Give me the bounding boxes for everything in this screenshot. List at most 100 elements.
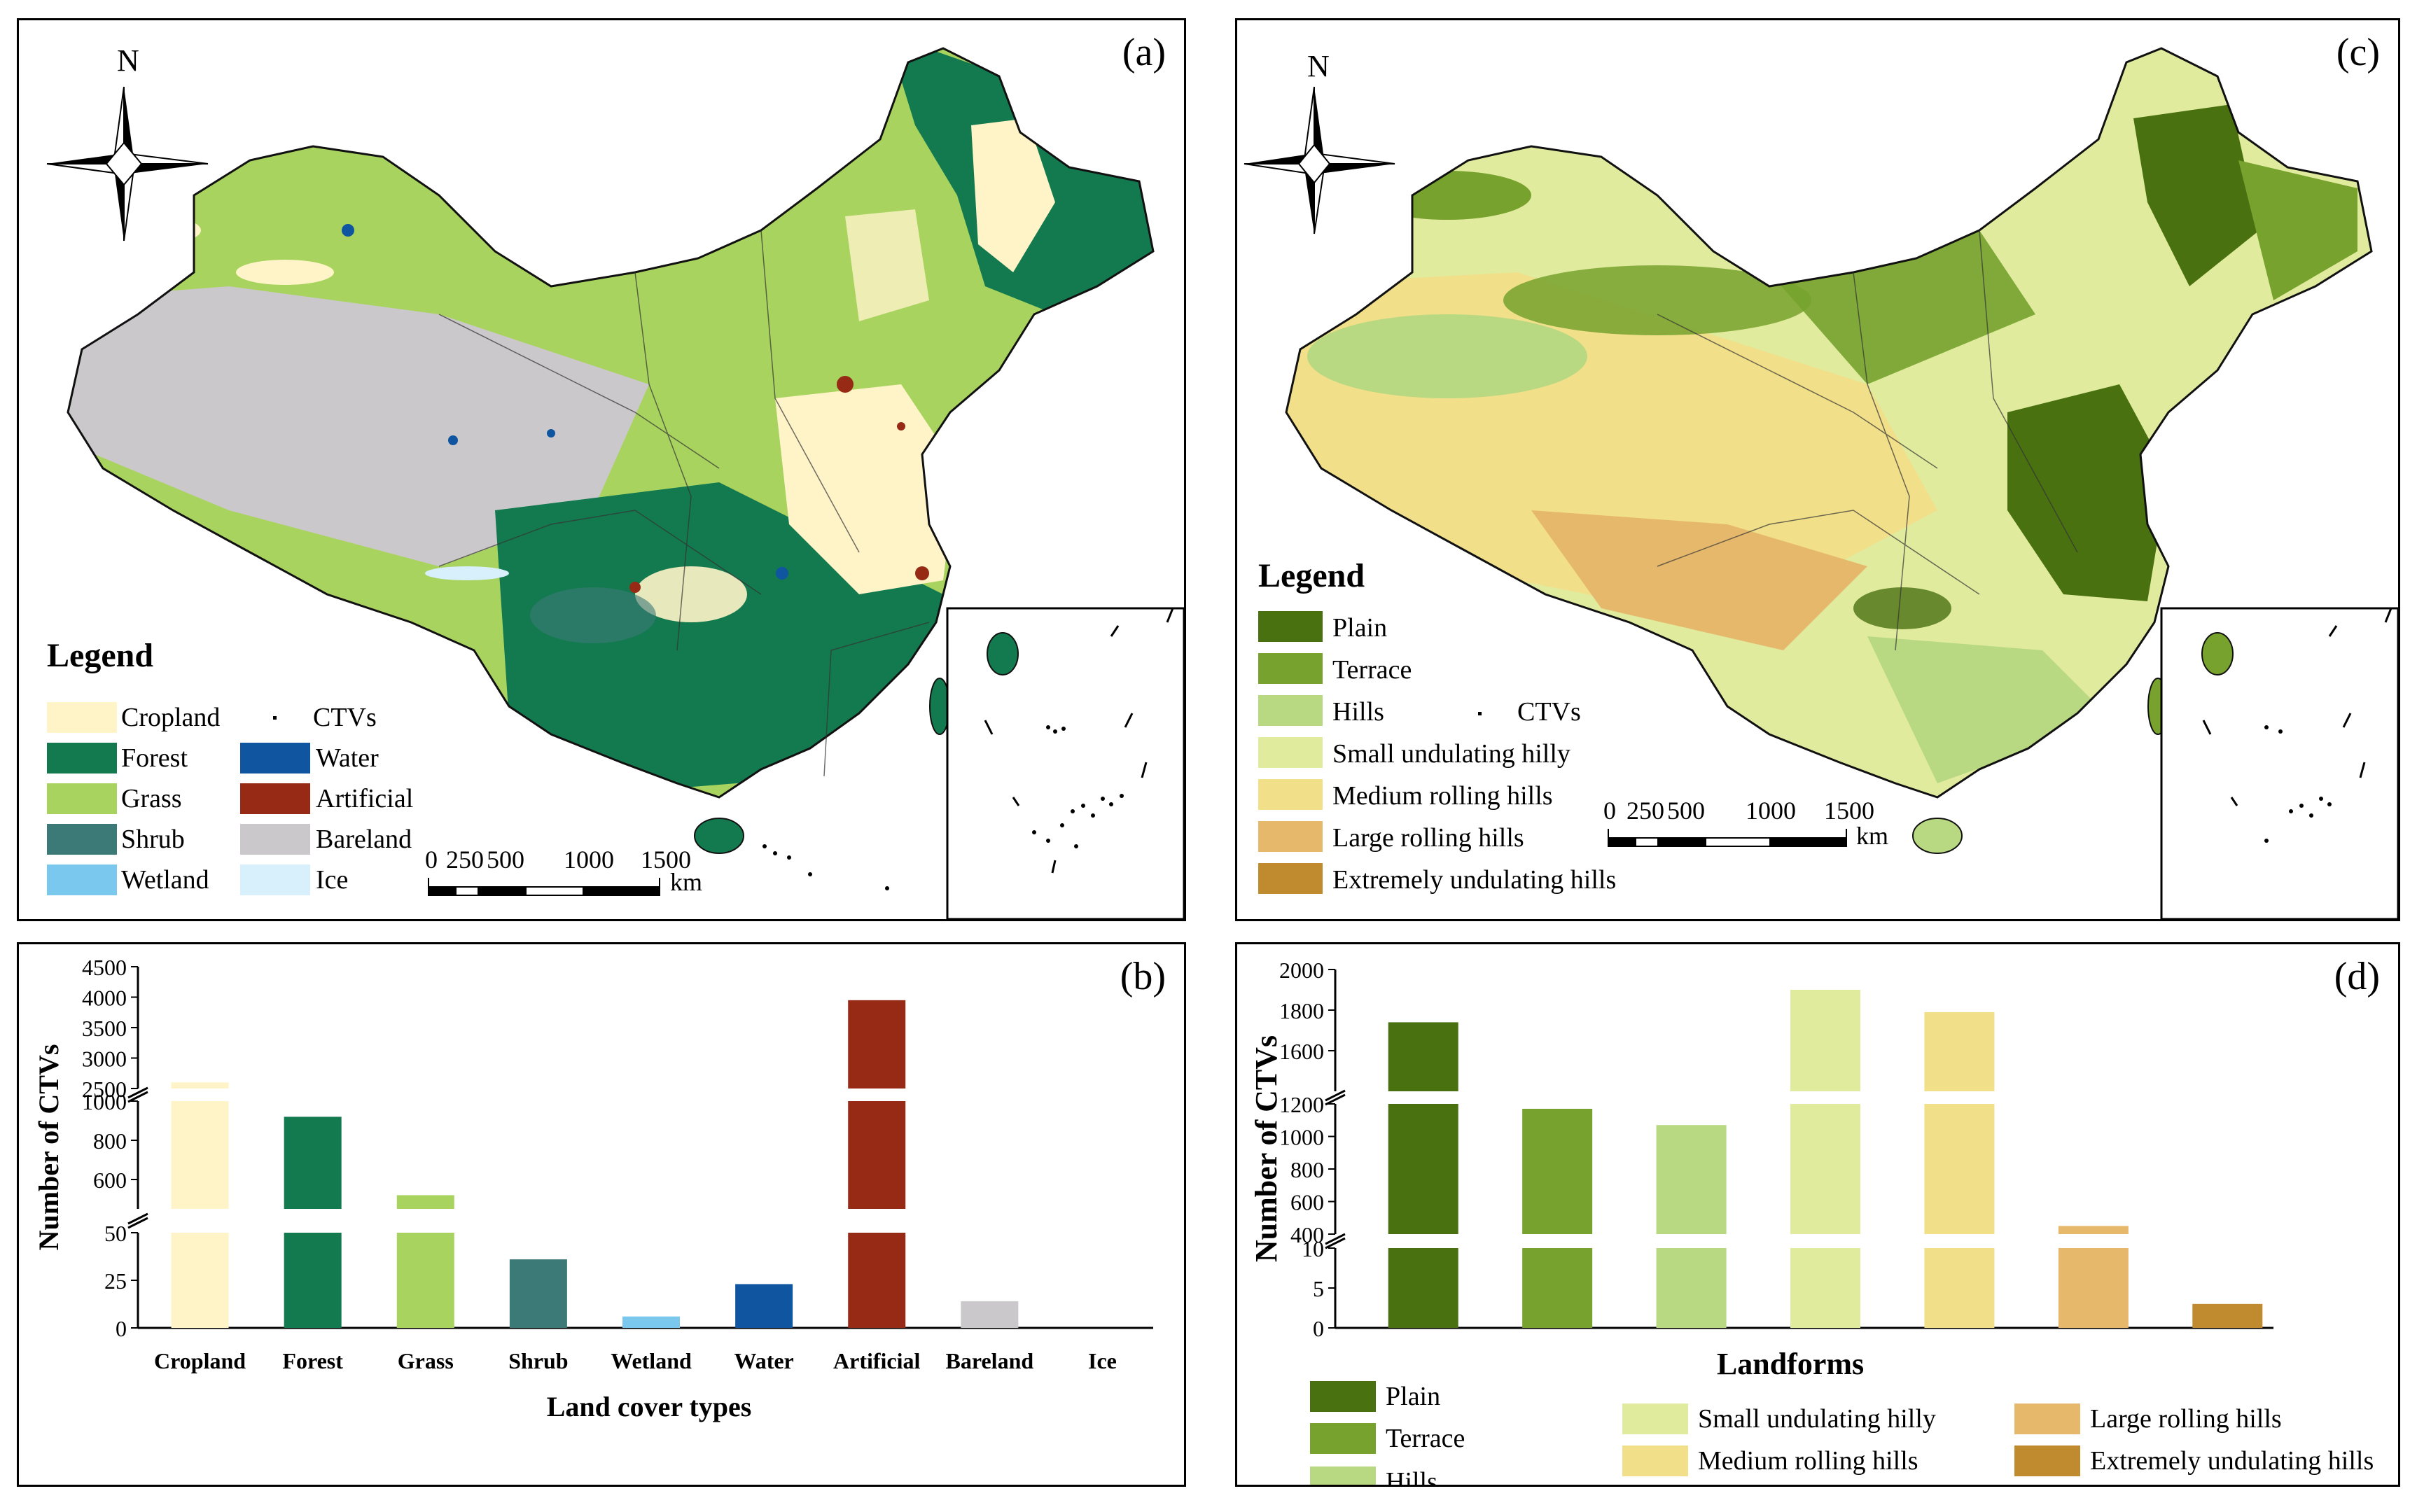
x-tick-label-forest: Forest — [282, 1348, 343, 1373]
legend-label-ctvs: CTVs — [313, 703, 377, 732]
legend-label-terrace: Terrace — [1386, 1424, 1465, 1453]
bar-extremely-undulating-hills — [2192, 1303, 2263, 1328]
y-tick-label-1600: 1600 — [1279, 1039, 1324, 1064]
bar-artificial — [848, 1101, 906, 1209]
scale-tick-250: 250 — [1627, 797, 1664, 825]
bar-bareland — [961, 1301, 1019, 1328]
legend-swatch-ice — [240, 864, 310, 895]
north-arrow-icon — [1244, 86, 1395, 234]
x-tick-label-wetland: Wetland — [611, 1348, 692, 1373]
legend-title-a: Legend — [47, 637, 154, 674]
axis-break-mark — [1325, 1237, 1346, 1250]
y-tick-label-3500: 3500 — [82, 1016, 127, 1041]
legend-label-ctvs: CTVs — [1517, 697, 1581, 727]
china-landform-map — [1244, 47, 2398, 919]
legend-swatch-medium-rolling-hills — [1622, 1446, 1688, 1476]
legend-label-small-undulating-hilly: Small undulating hilly — [1698, 1404, 1936, 1434]
scale-tick-500: 500 — [1667, 797, 1705, 825]
bar-medium-rolling-hills — [1924, 1011, 1995, 1091]
y-tick-label-600: 600 — [93, 1168, 127, 1193]
y-tick-label-800: 800 — [1290, 1157, 1324, 1182]
bar-cropland — [171, 1082, 229, 1088]
y-tick-label-5: 5 — [1313, 1276, 1324, 1301]
y-tick-label-4500: 4500 — [82, 955, 127, 980]
x-tick-label-ice: Ice — [1088, 1348, 1117, 1373]
legend-swatch-wetland — [47, 864, 117, 895]
legend-swatch-terrace — [1310, 1423, 1376, 1454]
x-axis-label: Land cover types — [547, 1391, 752, 1422]
scale-tick-250: 250 — [446, 846, 484, 874]
legend-swatch-extremely-undulating-hills — [2014, 1446, 2080, 1476]
bar-small-undulating-hilly — [1790, 1104, 1860, 1234]
legend-title-c: Legend — [1258, 557, 1365, 594]
legend-label-large-rolling-hills: Large rolling hills — [2090, 1404, 2282, 1434]
legend-label-terrace: Terrace — [1332, 655, 1412, 685]
y-tick-label-1200: 1200 — [1279, 1092, 1324, 1117]
y-tick-label-800: 800 — [93, 1128, 127, 1154]
x-tick-label-grass: Grass — [398, 1348, 454, 1373]
x-tick-label-cropland: Cropland — [154, 1348, 246, 1373]
legend-swatch-cropland — [47, 702, 117, 733]
legend-label-ice: Ice — [316, 865, 349, 895]
y-tick-label-0: 0 — [116, 1316, 127, 1341]
axis-break-mark — [1325, 1089, 1346, 1102]
panel-a-label: (a) — [1122, 31, 1166, 74]
bar-large-rolling-hills — [2058, 1226, 2129, 1234]
bar-artificial — [848, 1233, 906, 1328]
legend-swatch-plain — [1258, 611, 1323, 642]
north-arrow-icon — [46, 86, 209, 241]
legend-swatch-extremely-undulating-hills — [1258, 863, 1323, 894]
axis-break-mark — [127, 1212, 148, 1225]
legend-label-plain: Plain — [1386, 1382, 1440, 1411]
x-tick-label-artificial: Artificial — [833, 1348, 921, 1373]
bar-forest — [284, 1233, 342, 1328]
legend-swatch-medium-rolling-hills — [1258, 779, 1323, 810]
legend-swatch-forest — [47, 743, 117, 774]
scale-tick-0: 0 — [425, 846, 438, 874]
scale-tick-1500: 1500 — [1824, 797, 1874, 825]
x-tick-label-water: Water — [734, 1348, 793, 1373]
axis-break-mark — [127, 1086, 148, 1099]
y-tick-label-1000: 1000 — [82, 1089, 127, 1114]
bar-wetland — [622, 1316, 680, 1328]
axis-break-mark — [127, 1217, 148, 1229]
bar-plain — [1388, 1248, 1458, 1328]
legend-swatch-large-rolling-hills — [1258, 821, 1323, 852]
legend-label-medium-rolling-hills: Medium rolling hills — [1698, 1446, 1918, 1476]
scale-bar — [1608, 829, 1847, 847]
bar-large-rolling-hills — [2058, 1248, 2129, 1328]
legend-ctvs-dot — [1478, 712, 1482, 715]
panel-b-label: (b) — [1120, 955, 1166, 998]
y-tick-label-2500: 2500 — [82, 1077, 127, 1102]
y-tick-label-1800: 1800 — [1279, 998, 1324, 1023]
bar-shrub — [509, 1259, 567, 1328]
legend-label-wetland: Wetland — [121, 865, 209, 895]
y-tick-label-3000: 3000 — [82, 1046, 127, 1072]
legend-label-artificial: Artificial — [316, 784, 414, 813]
panel-a-landcover-map: (a) — [17, 18, 1186, 921]
legend-swatch-small-undulating-hilly — [1258, 737, 1323, 768]
legend-swatch-hills — [1310, 1466, 1376, 1485]
bar-artificial — [848, 1000, 906, 1088]
bar-terrace — [1522, 1108, 1593, 1234]
bar-plain — [1388, 1104, 1458, 1234]
x-tick-label-bareland: Bareland — [946, 1348, 1034, 1373]
bar-medium-rolling-hills — [1924, 1248, 1995, 1328]
scale-tick-1000: 1000 — [1746, 797, 1796, 825]
x-axis-label: Landforms — [1717, 1347, 1864, 1381]
bar-cropland — [171, 1101, 229, 1209]
panel-b-landcover-chart: (b) 0 25 50 600 800 1000 2500 3000 3500 4000 4500 C… — [17, 942, 1186, 1487]
scale-tick-0: 0 — [1603, 797, 1616, 825]
scale-unit: km — [1856, 822, 1889, 850]
legend-swatch-small-undulating-hilly — [1622, 1404, 1688, 1434]
bar-small-undulating-hilly — [1790, 990, 1860, 1091]
y-tick-label-0: 0 — [1313, 1316, 1324, 1341]
bar-grass — [396, 1195, 454, 1209]
y-tick-label-400: 400 — [1290, 1222, 1324, 1247]
y-axis-label: Number of CTVs — [1249, 1035, 1283, 1262]
legend-label-bareland: Bareland — [316, 825, 412, 854]
bar-plain — [1388, 1022, 1458, 1091]
y-axis-label: Number of CTVs — [33, 1044, 64, 1251]
